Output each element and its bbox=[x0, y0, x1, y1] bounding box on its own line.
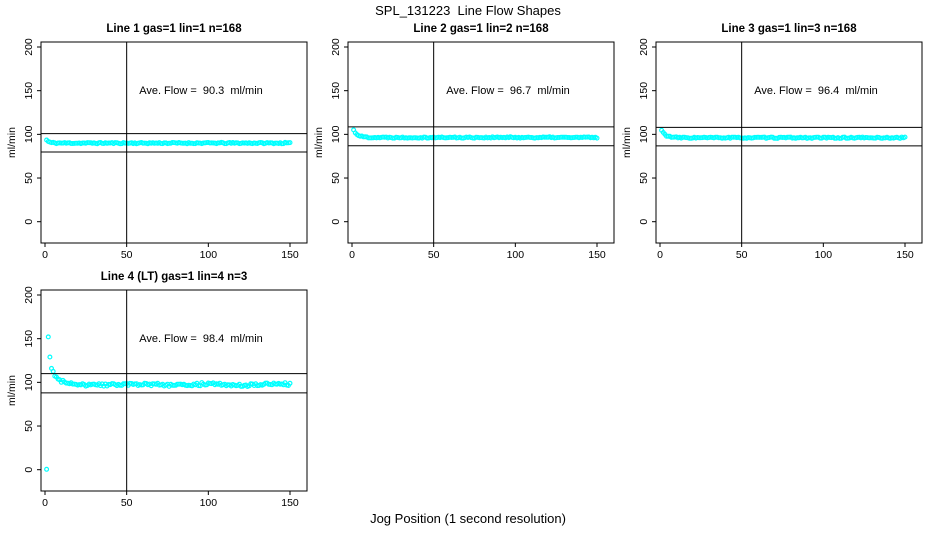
data-point bbox=[902, 134, 908, 140]
y-tick-label: 100 bbox=[330, 125, 342, 143]
y-axis-label: ml/min bbox=[621, 127, 633, 158]
data-point bbox=[50, 368, 56, 374]
y-tick-label: 100 bbox=[23, 373, 35, 391]
y-tick-label: 150 bbox=[23, 82, 35, 100]
x-tick-label: 150 bbox=[281, 497, 299, 509]
x-tick-label: 0 bbox=[657, 249, 663, 261]
y-tick-label: 0 bbox=[23, 467, 35, 473]
x-tick-label: 150 bbox=[588, 249, 606, 261]
y-tick-label: 150 bbox=[23, 330, 35, 348]
panel-line-2: 0 50 100 150 0 50 100 150 200 ml/min Line 2 gas=1… bbox=[313, 20, 623, 268]
y-tick-label: 50 bbox=[23, 420, 35, 432]
x-tick-label: 100 bbox=[200, 249, 218, 261]
x-axis-title: Jog Position (1 second resolution) bbox=[370, 511, 566, 526]
x-tick-label: 150 bbox=[896, 249, 914, 261]
y-tick-label: 150 bbox=[638, 82, 650, 100]
y-tick-label: 0 bbox=[330, 219, 342, 225]
plot-border bbox=[655, 41, 923, 244]
data-point bbox=[47, 354, 53, 360]
panel-line-3: 0 50 100 150 0 50 100 150 200 ml/min Line 3 gas=1… bbox=[621, 20, 931, 268]
y-tick-label: 50 bbox=[638, 172, 650, 184]
x-tick-label: 100 bbox=[507, 249, 525, 261]
avg-flow-annotation-line-3: Ave. Flow = 96.4 ml/min bbox=[754, 85, 878, 97]
x-tick-label: 0 bbox=[349, 249, 355, 261]
x-tick-label: 50 bbox=[121, 497, 133, 509]
plot-area-line-2: 0 50 100 150 0 50 100 150 200 ml/min bbox=[313, 38, 615, 261]
y-axis-label: ml/min bbox=[6, 127, 18, 158]
x-tick-label: 50 bbox=[736, 249, 748, 261]
y-axis-label: ml/min bbox=[313, 127, 325, 158]
data-point bbox=[44, 466, 50, 472]
panel-line-4: 0 50 100 150 0 50 100 150 200 ml/min Line 4 (LT) … bbox=[6, 268, 316, 516]
data-point bbox=[45, 334, 51, 340]
avg-flow-annotation-line-4: Ave. Flow = 98.4 ml/min bbox=[139, 333, 263, 345]
x-tick-label: 100 bbox=[815, 249, 833, 261]
x-tick-label: 50 bbox=[428, 249, 440, 261]
y-tick-label: 100 bbox=[23, 125, 35, 143]
y-tick-label: 50 bbox=[330, 172, 342, 184]
plot-border bbox=[347, 41, 615, 244]
y-axis-label: ml/min bbox=[6, 375, 18, 406]
plot-border bbox=[40, 41, 308, 244]
x-tick-label: 50 bbox=[121, 249, 133, 261]
panel-title-line-1: Line 1 gas=1 lin=1 n=168 bbox=[106, 23, 242, 35]
avg-flow-annotation-line-2: Ave. Flow = 96.7 ml/min bbox=[446, 85, 570, 97]
x-tick-label: 0 bbox=[42, 497, 48, 509]
plot-area-line-1: 0 50 100 150 0 50 100 150 200 ml/min bbox=[6, 38, 308, 261]
x-tick-label: 0 bbox=[42, 249, 48, 261]
avg-flow-annotation-line-1: Ave. Flow = 90.3 ml/min bbox=[139, 85, 263, 97]
data-point bbox=[287, 140, 293, 146]
plot-border bbox=[40, 289, 308, 492]
page-title: SPL_131223 Line Flow Shapes bbox=[375, 3, 561, 18]
x-tick-label: 150 bbox=[281, 249, 299, 261]
data-point bbox=[287, 380, 293, 386]
panel-title-line-2: Line 2 gas=1 lin=2 n=168 bbox=[413, 23, 549, 35]
plot-area-line-3: 0 50 100 150 0 50 100 150 200 ml/min bbox=[621, 38, 923, 261]
y-tick-label: 200 bbox=[330, 38, 342, 56]
y-tick-label: 200 bbox=[638, 38, 650, 56]
panel-title-line-4: Line 4 (LT) gas=1 lin=4 n=3 bbox=[100, 271, 248, 283]
y-tick-label: 150 bbox=[330, 82, 342, 100]
y-tick-label: 50 bbox=[23, 172, 35, 184]
panel-title-line-3: Line 3 gas=1 lin=3 n=168 bbox=[721, 23, 857, 35]
y-tick-label: 200 bbox=[23, 38, 35, 56]
y-tick-label: 0 bbox=[638, 219, 650, 225]
data-point bbox=[594, 135, 600, 141]
panel-line-1: 0 50 100 150 0 50 100 150 200 ml/min Line 1 gas=1… bbox=[6, 20, 316, 268]
plot-area-line-4: 0 50 100 150 0 50 100 150 200 ml/min bbox=[6, 286, 308, 509]
y-tick-label: 200 bbox=[23, 286, 35, 304]
y-tick-label: 100 bbox=[638, 125, 650, 143]
x-tick-label: 100 bbox=[200, 497, 218, 509]
y-tick-label: 0 bbox=[23, 219, 35, 225]
